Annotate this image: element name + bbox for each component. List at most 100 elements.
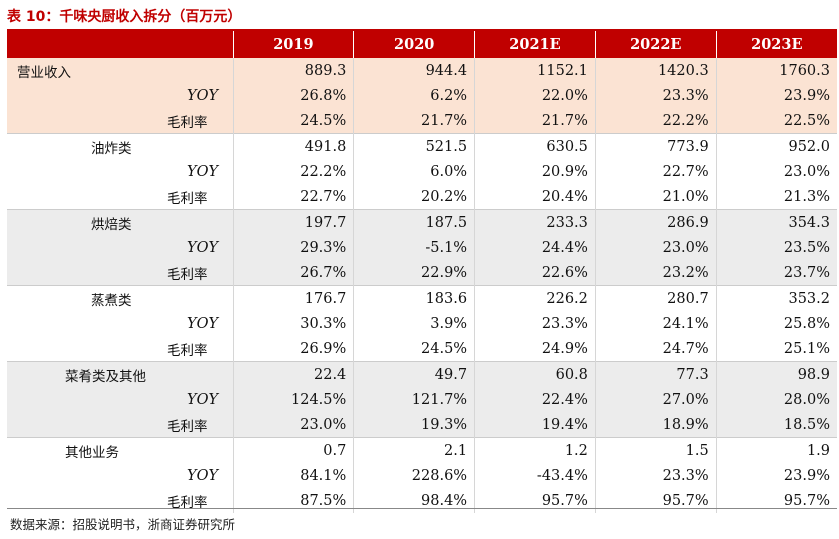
value-cell: 60.8 [474, 361, 596, 387]
value-cell: 24.4% [474, 235, 596, 260]
value-cell: 28.0% [716, 387, 837, 412]
row-label: YOY [7, 83, 234, 108]
table-row: 营业收入 889.3 944.4 1152.1 1420.3 1760.3 [7, 58, 837, 83]
value-cell: 22.2% [233, 159, 355, 184]
table-row: 毛利率 23.0% 19.3% 19.4% 18.9% 18.5% [7, 412, 837, 438]
table-row: 其他业务 0.7 2.1 1.2 1.5 1.9 [7, 437, 837, 463]
value-cell: 19.3% [353, 412, 476, 438]
value-cell: 21.7% [353, 108, 476, 134]
table-title: 表 10：千味央厨收入拆分（百万元） [7, 9, 242, 25]
value-cell: 20.2% [353, 184, 476, 210]
table-row: 蒸煮类 176.7 183.6 226.2 280.7 353.2 [7, 285, 837, 311]
value-cell: 23.9% [783, 467, 830, 484]
row-label: 菜肴类及其他 [7, 361, 234, 387]
value-cell: 23.5% [716, 235, 837, 260]
table-row: 毛利率 87.5% 98.4% 95.7% 95.7% 95.7% [7, 488, 837, 513]
row-label: YOY [7, 463, 234, 488]
value-cell: 22.4 [233, 361, 355, 387]
value-cell: 26.7% [233, 260, 355, 286]
value-cell: 630.5 [474, 133, 596, 159]
value-cell: 95.7% [595, 488, 717, 513]
row-label: 烘焙类 [7, 209, 234, 235]
table-row: YOY 124.5% 121.7% 22.4% 27.0% 28.0% [7, 387, 837, 412]
value-cell: -5.1% [353, 235, 476, 260]
row-label: 毛利率 [7, 108, 234, 134]
value-cell: 95.7% [474, 488, 596, 513]
table-row: YOY 29.3% -5.1% 24.4% 23.0% 23.5% [7, 235, 837, 260]
value-cell: 187.5 [353, 209, 476, 235]
row-label: 毛利率 [7, 412, 234, 438]
value-cell: 24.5% [233, 108, 355, 134]
value-cell: 29.3% [233, 235, 355, 260]
value-cell: 23.7% [716, 260, 837, 286]
table-row: 毛利率 26.7% 22.9% 22.6% 23.2% 23.7% [7, 260, 837, 286]
header-cell [7, 31, 234, 58]
value-cell: 23.9% [716, 83, 837, 108]
table-header-row: 2019 2020 2021E 2022E 2023E [7, 31, 837, 58]
value-cell: 87.5% [233, 488, 355, 513]
row-label: 其他业务 [7, 437, 234, 463]
value-cell: 0.7 [233, 437, 355, 463]
row-label: 毛利率 [7, 336, 234, 362]
value-cell: 84.1% [233, 463, 355, 488]
table-row: YOY 30.3% 3.9% 23.3% 24.1% 25.8% [7, 311, 837, 336]
header-cell: 2019 [233, 31, 355, 58]
value-cell: 20.9% [474, 159, 596, 184]
value-cell: 124.5% [233, 387, 355, 412]
value-cell: 24.9% [474, 336, 596, 362]
value-cell: 19.4% [474, 412, 596, 438]
table-row: YOY 22.2% 6.0% 20.9% 22.7% 23.0% [7, 159, 837, 184]
value-cell: 77.3 [595, 361, 717, 387]
value-cell: 6.0% [353, 159, 476, 184]
value-cell: 27.0% [595, 387, 717, 412]
table-row: 毛利率 22.7% 20.2% 20.4% 21.0% 21.3% [7, 184, 837, 210]
value-cell: 889.3 [233, 58, 355, 83]
value-cell: 24.7% [595, 336, 717, 362]
value-cell: 197.7 [233, 209, 355, 235]
row-label: 蒸煮类 [7, 285, 234, 311]
value-cell: 226.2 [474, 285, 596, 311]
value-cell: 121.7% [353, 387, 476, 412]
value-cell: 22.2% [595, 108, 717, 134]
value-cell: 24.1% [595, 311, 717, 336]
table-row: 菜肴类及其他 22.4 49.7 60.8 77.3 98.9 [7, 361, 837, 387]
value-cell: 491.8 [233, 133, 355, 159]
value-cell: 26.9% [233, 336, 355, 362]
value-cell: 1.2 [474, 437, 596, 463]
table-row: 油炸类 491.8 521.5 630.5 773.9 952.0 [7, 133, 837, 159]
table-row: 毛利率 26.9% 24.5% 24.9% 24.7% 25.1% [7, 336, 837, 362]
value-cell: 286.9 [595, 209, 717, 235]
value-cell: 22.7% [595, 159, 717, 184]
value-cell: 21.3% [783, 188, 830, 205]
value-cell: 23.0% [595, 235, 717, 260]
header-cell: 2023E [716, 31, 837, 58]
value-cell: 1760.3 [716, 58, 837, 83]
value-cell: 18.9% [595, 412, 717, 438]
value-cell: 21.0% [595, 184, 717, 210]
revenue-breakdown-table: 2019 2020 2021E 2022E 2023E 营业收入 889.3 944… [7, 31, 837, 513]
row-label: YOY [7, 311, 234, 336]
value-cell: 22.9% [353, 260, 476, 286]
value-cell: 95.7% [783, 492, 830, 509]
value-cell: 23.3% [595, 83, 717, 108]
table-row: 毛利率 24.5% 21.7% 21.7% 22.2% 22.5% [7, 108, 837, 134]
value-cell: 1.9 [716, 437, 837, 463]
value-cell: -43.4% [474, 463, 596, 488]
row-label: 毛利率 [7, 488, 234, 513]
value-cell: 21.7% [474, 108, 596, 134]
table-row: YOY 26.8% 6.2% 22.0% 23.3% 23.9% [7, 83, 837, 108]
value-cell: 18.5% [716, 412, 837, 438]
value-cell: 183.6 [353, 285, 476, 311]
value-cell: 26.8% [233, 83, 355, 108]
value-cell: 24.5% [353, 336, 476, 362]
value-cell: 23.3% [474, 311, 596, 336]
value-cell: 353.2 [716, 285, 837, 311]
value-cell: 1420.3 [595, 58, 717, 83]
row-label: YOY [7, 159, 234, 184]
value-cell: 22.4% [474, 387, 596, 412]
header-cell: 2020 [353, 31, 476, 58]
value-cell: 280.7 [595, 285, 717, 311]
title-rule [7, 29, 837, 31]
value-cell: 98.4% [353, 488, 476, 513]
value-cell: 22.6% [474, 260, 596, 286]
